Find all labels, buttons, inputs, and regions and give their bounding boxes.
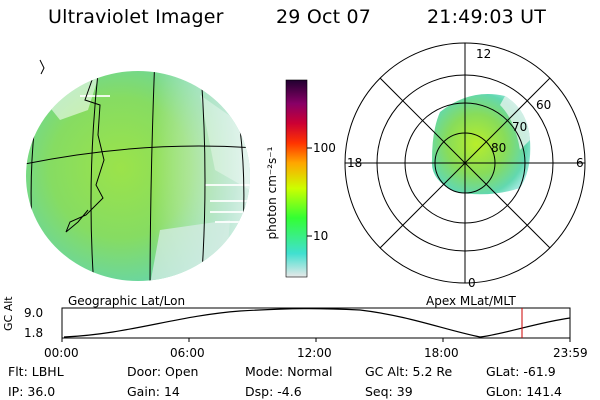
status-ip: IP: 36.0 [8, 384, 56, 399]
altitude-curve [63, 308, 571, 338]
status-mode: Mode: Normal [245, 364, 333, 379]
colorbar-tick-100: 100 [313, 141, 336, 155]
mlt-label-6: 6 [576, 156, 584, 170]
mlat-label-70: 70 [512, 120, 528, 134]
altitude-xtick-0000: 00:00 [44, 346, 79, 360]
mlt-label-18: 18 [347, 156, 363, 170]
observation-date: 29 Oct 07 [276, 6, 372, 28]
coastline [65, 71, 105, 233]
observation-time: 21:49:03 UT [427, 6, 547, 28]
altitude-xtick-1800: 18:00 [424, 346, 459, 360]
mlt-label-0: 0 [468, 276, 476, 290]
geo-panel-caption: Geographic Lat/Lon [68, 294, 186, 308]
colorbar-tick-10: 10 [313, 229, 329, 243]
status-glat: GLat: -61.9 [486, 364, 556, 379]
status-gain: Gain: 14 [127, 384, 180, 399]
altitude-xtick-2359: 23:59 [553, 346, 588, 360]
status-door: Door: Open [127, 364, 199, 379]
mlt-label-12: 12 [476, 47, 492, 61]
altitude-ytick-top: 9.0 [24, 306, 44, 320]
status-glon: GLon: 141.4 [486, 384, 562, 399]
altitude-ylabel: GC Alt [2, 296, 15, 331]
status-seq: Seq: 39 [365, 384, 413, 399]
mlat-label-60: 60 [536, 98, 552, 112]
status-flt: Flt: LBHL [8, 364, 64, 379]
mlat-label-80: 80 [491, 141, 507, 155]
status-gc-alt: GC Alt: 5.2 Re [365, 364, 453, 379]
altitude-ytick-bottom: 1.8 [24, 326, 44, 340]
polar-panel-caption: Apex MLat/MLT [426, 294, 516, 308]
altitude-xtick-1200: 12:00 [297, 346, 332, 360]
status-dsp: Dsp: -4.6 [245, 384, 302, 399]
instrument-title: Ultraviolet Imager [48, 6, 224, 28]
altitude-xtick-0600: 06:00 [170, 346, 205, 360]
